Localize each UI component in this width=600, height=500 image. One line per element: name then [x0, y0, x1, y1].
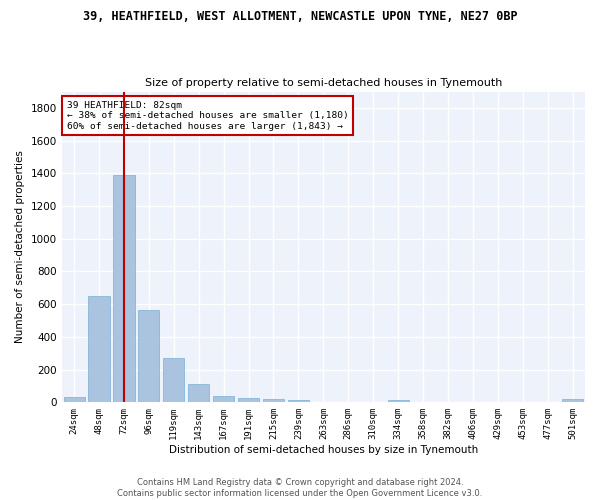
Bar [388, 400, 409, 402]
Bar [213, 396, 234, 402]
Bar [263, 399, 284, 402]
Bar [163, 358, 184, 403]
Title: Size of property relative to semi-detached houses in Tynemouth: Size of property relative to semi-detach… [145, 78, 502, 88]
Bar [138, 310, 160, 402]
Bar [188, 384, 209, 402]
Bar [238, 398, 259, 402]
Text: Contains HM Land Registry data © Crown copyright and database right 2024.
Contai: Contains HM Land Registry data © Crown c… [118, 478, 482, 498]
Bar [113, 175, 134, 402]
Bar [88, 296, 110, 403]
X-axis label: Distribution of semi-detached houses by size in Tynemouth: Distribution of semi-detached houses by … [169, 445, 478, 455]
Text: 39, HEATHFIELD, WEST ALLOTMENT, NEWCASTLE UPON TYNE, NE27 0BP: 39, HEATHFIELD, WEST ALLOTMENT, NEWCASTL… [83, 10, 517, 23]
Bar [64, 396, 85, 402]
Bar [288, 400, 309, 402]
Bar [562, 400, 583, 402]
Text: 39 HEATHFIELD: 82sqm
← 38% of semi-detached houses are smaller (1,180)
60% of se: 39 HEATHFIELD: 82sqm ← 38% of semi-detac… [67, 101, 349, 130]
Y-axis label: Number of semi-detached properties: Number of semi-detached properties [15, 150, 25, 344]
